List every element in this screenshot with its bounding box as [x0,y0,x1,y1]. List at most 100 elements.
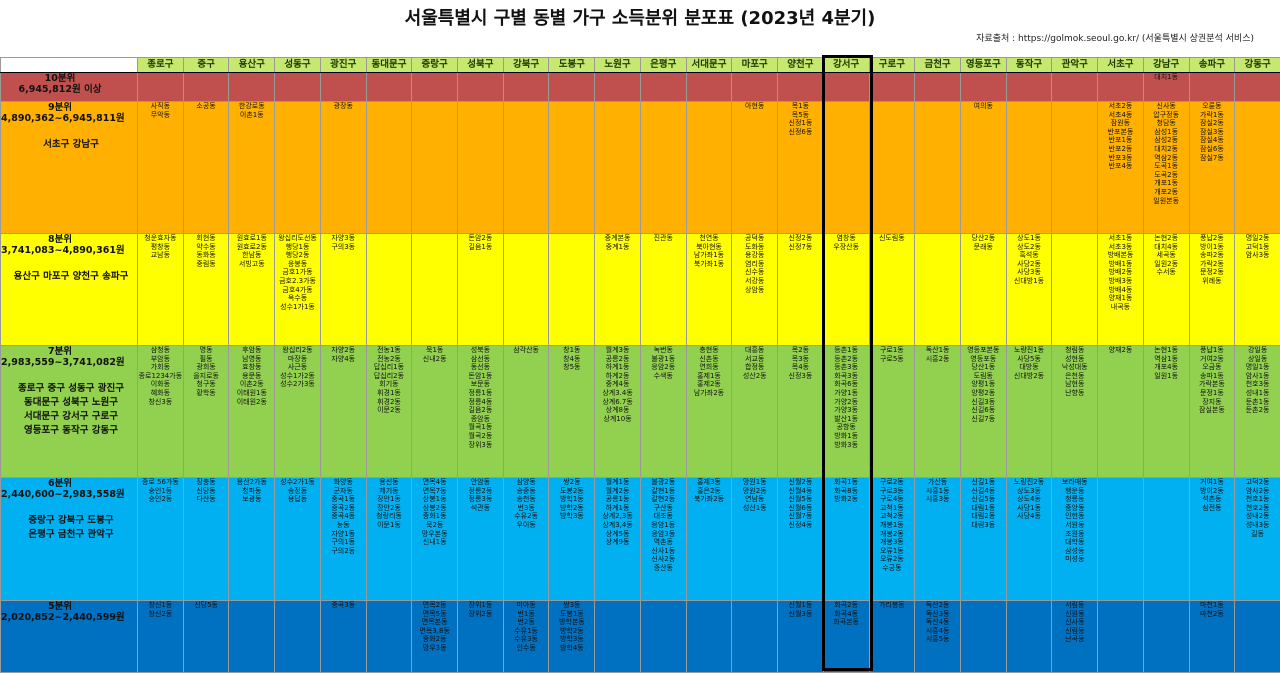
neighborhood-name: 북가좌1동 [687,260,732,269]
neighborhood-name: 회현동 [184,234,229,243]
header-corner [1,58,138,73]
neighborhood-name: 가락1동 [1190,111,1235,120]
district-header: 송파구 [1189,58,1235,73]
neighborhood-name: 가양3동 [824,406,869,415]
neighborhood-name: 시흥1동 [915,487,960,496]
neighborhood-name: 방학3동 [549,635,594,644]
neighborhood-name: 광희동 [184,363,229,372]
neighborhood-name: 보광동 [229,495,274,504]
neighborhood-name: 창4동 [549,355,594,364]
neighborhood-cell [1098,73,1144,102]
neighborhood-name: 신사동 [1144,102,1189,111]
neighborhood-name: 문래동 [961,243,1006,252]
neighborhood-name: 남가좌2동 [687,389,732,398]
neighborhood-name: 명일1동 [1235,363,1280,372]
neighborhood-cell [1235,601,1280,673]
neighborhood-cell: 양재2동 [1098,346,1144,478]
neighborhood-name: 정릉2동 [458,487,503,496]
neighborhood-name: 중림동 [184,260,229,269]
source-note: 자료출처 : https://golmok.seoul.go.kr/ (서울특별… [976,31,1254,44]
neighborhood-name: 석촌동 [1190,495,1235,504]
neighborhood-name: 신정3동 [778,372,823,381]
neighborhood-name: 거여1동 [1190,478,1235,487]
neighborhood-name: 사당5동 [1007,355,1052,364]
neighborhood-name: 면목7동 [412,487,457,496]
neighborhood-name: 번1동 [504,610,549,619]
neighborhood-name: 대흥동 [732,346,777,355]
neighborhood-name: 신월3동 [778,610,823,619]
neighborhood-cell [549,234,595,346]
neighborhood-name: 가락본동 [1190,380,1235,389]
neighborhood-name: 합정동 [732,363,777,372]
neighborhood-name: 고덕2동 [1235,478,1280,487]
neighborhood-name: 논현2동 [1144,234,1189,243]
neighborhood-name: 묵2동 [412,521,457,530]
neighborhood-name: 신원동 [1052,610,1097,619]
neighborhood-name: 마천2동 [1190,610,1235,619]
district-header: 강남구 [1143,58,1189,73]
district-header: 영등포구 [960,58,1006,73]
neighborhood-cell [915,73,961,102]
neighborhood-name: 남가좌1동 [687,251,732,260]
neighborhood-name: 창신1동 [138,601,183,610]
neighborhood-cell [915,234,961,346]
neighborhood-name: 중계본동 [595,234,640,243]
neighborhood-name: 송중동 [504,487,549,496]
neighborhood-name: 상도4동 [1007,495,1052,504]
neighborhood-name: 방이2동 [1190,487,1235,496]
neighborhood-name: 행당1동 [275,243,320,252]
neighborhood-name: 군자동 [321,487,366,496]
neighborhood-name: 수색동 [641,372,686,381]
neighborhood-name: 대학동 [1052,538,1097,547]
neighborhood-name: 금호1가동 [275,268,320,277]
neighborhood-name: 역삼2동 [1144,154,1189,163]
neighborhood-name: 약수동 [184,243,229,252]
neighborhood-name: 중곡3동 [321,601,366,610]
neighborhood-name: 동화동 [184,251,229,260]
neighborhood-name: 용산2가동 [229,478,274,487]
neighborhood-name: 낙성대동 [1052,363,1097,372]
neighborhood-name: 서초2동 [1098,102,1143,111]
neighborhood-cell [640,601,686,673]
neighborhood-name: 고척1동 [870,504,915,513]
neighborhood-name: 상계2,3동 [595,512,640,521]
neighborhood-name: 수서동 [1144,268,1189,277]
neighborhood-name: 상도3동 [1007,487,1052,496]
neighborhood-name: 성수2가3동 [275,380,320,389]
neighborhood-name: 삼각산동 [504,346,549,355]
neighborhood-name: 남현동 [1052,380,1097,389]
neighborhood-cell [778,73,824,102]
neighborhood-name: 잠실2동 [1190,119,1235,128]
neighborhood-name: 정릉4동 [458,398,503,407]
district-header: 서초구 [1098,58,1144,73]
neighborhood-name: 등촌3동 [824,363,869,372]
neighborhood-name: 중화1동 [412,512,457,521]
neighborhood-name: 사근동 [275,363,320,372]
neighborhood-name: 신대방2동 [1007,372,1052,381]
neighborhood-name: 가양1동 [824,389,869,398]
neighborhood-name: 금호2.3가동 [275,277,320,286]
neighborhood-name: 난향동 [1052,389,1097,398]
neighborhood-name: 행운동 [1052,487,1097,496]
neighborhood-name: 돈암2동 [458,234,503,243]
neighborhood-name: 중곡1동 [321,495,366,504]
neighborhood-name: 화곡8동 [824,487,869,496]
neighborhood-cell [229,601,275,673]
neighborhood-name: 상계8동 [595,406,640,415]
neighborhood-name: 논현1동 [1144,346,1189,355]
neighborhood-name: 가산동 [915,478,960,487]
neighborhood-cell: 가리봉동 [869,601,915,673]
neighborhood-name: 불광2동 [641,478,686,487]
